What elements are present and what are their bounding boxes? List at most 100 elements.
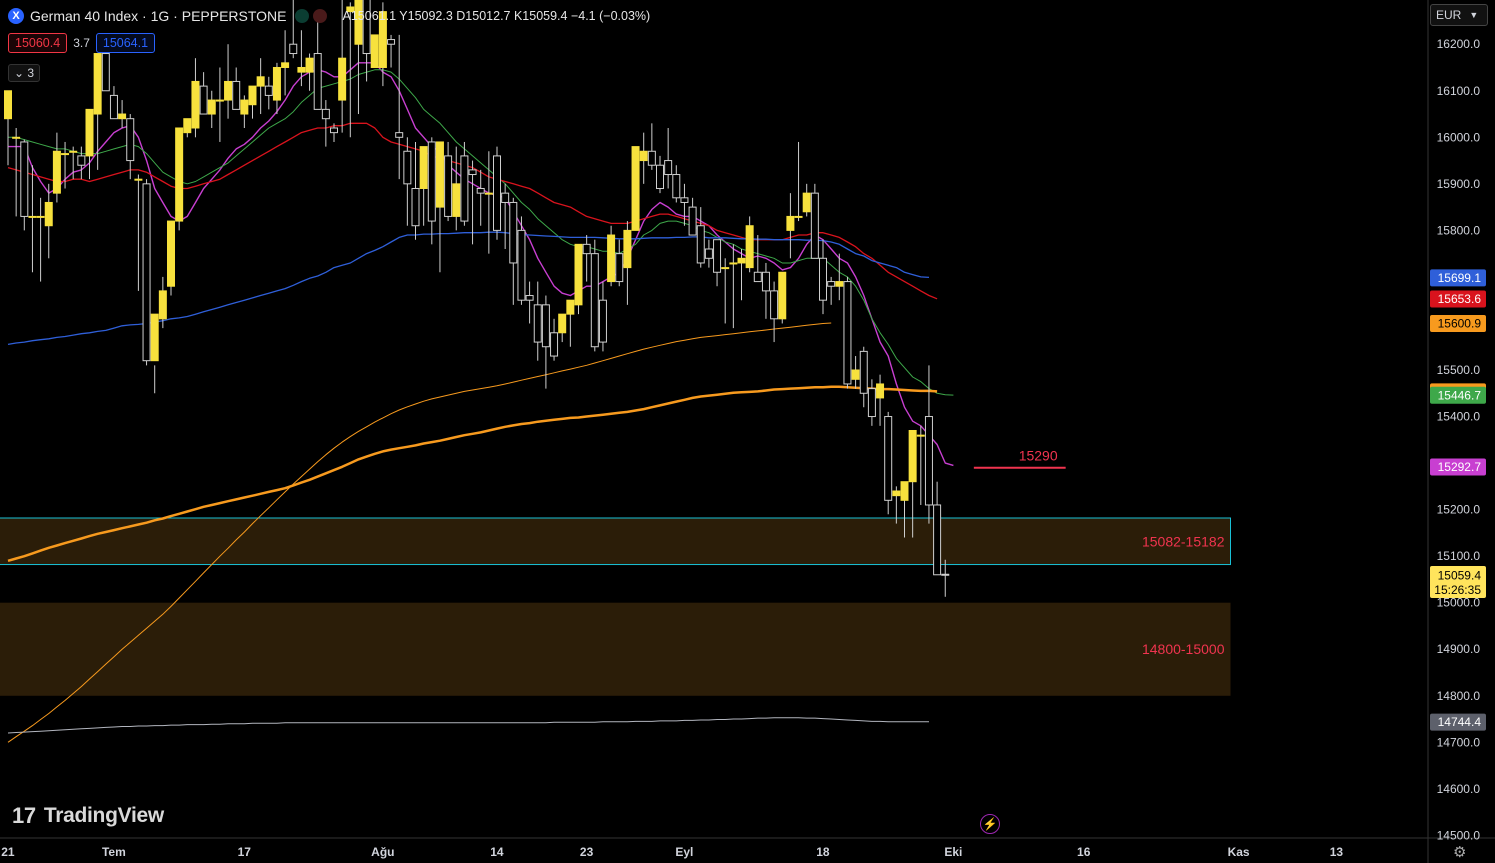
chevron-down-icon: ⌄ xyxy=(14,66,25,80)
price-tag: 15653.6 xyxy=(1438,292,1482,306)
candle-body xyxy=(12,136,21,139)
symbol-title[interactable]: German 40 Index · 1G · PEPPERSTONE xyxy=(30,8,287,24)
price-tag: 15446.7 xyxy=(1438,388,1482,402)
line-ema_orange-5 xyxy=(7,322,832,743)
candle-body xyxy=(859,350,868,394)
candle-body xyxy=(696,225,705,264)
candle-body xyxy=(737,257,746,264)
candle-body xyxy=(93,53,102,115)
buy-price-button[interactable]: 15064.1 xyxy=(95,33,156,53)
currency-value: EUR xyxy=(1436,8,1462,22)
candle-body xyxy=(835,281,844,287)
candle-body xyxy=(4,90,12,120)
y-tick-label: 15900.0 xyxy=(1437,177,1481,191)
candle-body xyxy=(411,187,420,227)
candle-body xyxy=(680,197,689,203)
y-tick-label: 14600.0 xyxy=(1437,782,1481,796)
indicators-count: 3 xyxy=(27,66,35,80)
candle-body xyxy=(419,146,428,189)
candle-body xyxy=(142,183,151,362)
candle-body xyxy=(916,434,925,437)
candle-body xyxy=(876,383,885,399)
candle-body xyxy=(395,132,404,138)
candle-body xyxy=(232,80,241,110)
chart-header: X German 40 Index · 1G · PEPPERSTONE A15… xyxy=(8,5,650,27)
candle-body xyxy=(126,118,135,162)
candle-body xyxy=(460,155,469,222)
candle-body xyxy=(672,174,681,199)
candle-body xyxy=(525,295,534,301)
candle-body xyxy=(354,0,363,45)
candle-body xyxy=(851,369,860,380)
last-price: 15059.4 xyxy=(1438,569,1482,583)
spread-value: 3.7 xyxy=(73,36,90,50)
candle-body xyxy=(704,248,713,259)
candle-body xyxy=(248,85,257,106)
candle-body xyxy=(362,0,371,55)
candle-body xyxy=(493,155,501,231)
x-tick-label: Kas xyxy=(1228,845,1250,859)
candle-body xyxy=(61,153,70,156)
candle-body xyxy=(118,113,127,120)
x-tick-label: 16 xyxy=(1077,845,1091,859)
candle-body xyxy=(484,192,493,195)
tradingview-logo: 17 TradingView xyxy=(12,803,164,829)
candle-body xyxy=(509,201,518,264)
candle-body xyxy=(476,187,485,194)
alert-status-icon xyxy=(312,9,327,23)
bar-countdown: 15:26:35 xyxy=(1434,583,1481,597)
candle-body xyxy=(908,430,917,483)
price-tag-bg xyxy=(1430,458,1486,476)
candle-body xyxy=(101,53,110,92)
candle-body xyxy=(819,257,827,301)
candle-body xyxy=(541,304,550,348)
y-tick-label: 16100.0 xyxy=(1437,84,1481,98)
candle-body xyxy=(745,225,754,269)
candle-body xyxy=(338,57,347,101)
tradingview-mark-icon: 17 xyxy=(12,803,36,828)
candle-body xyxy=(639,150,648,162)
candle-body xyxy=(900,481,909,501)
candle-body xyxy=(631,146,640,231)
price-tag-bg xyxy=(1430,315,1486,333)
market-status-icon xyxy=(294,9,309,23)
candle-body xyxy=(167,220,175,287)
candle-body xyxy=(191,80,200,129)
price-tag: 14744.4 xyxy=(1438,715,1482,729)
candle-body xyxy=(924,416,933,506)
candle-body xyxy=(370,34,379,68)
y-tick-label: 14800.0 xyxy=(1437,689,1481,703)
candle-body xyxy=(810,192,819,259)
sell-price-button[interactable]: 15060.4 xyxy=(8,33,68,53)
candle-body xyxy=(598,299,607,343)
candle-body xyxy=(753,271,762,283)
candle-body xyxy=(28,215,37,218)
lightning-icon[interactable]: ⚡ xyxy=(980,814,1000,834)
indicators-toggle-button[interactable]: ⌄ 3 xyxy=(8,64,41,82)
y-tick-label: 14500.0 xyxy=(1437,828,1481,842)
candle-body xyxy=(558,313,567,334)
candle-body xyxy=(607,234,616,283)
candle-body xyxy=(403,150,412,185)
candle-body xyxy=(52,150,61,194)
candle-body xyxy=(297,66,306,73)
price-tag: 15600.9 xyxy=(1438,317,1482,331)
chevron-down-icon: ▼ xyxy=(1469,10,1479,20)
candle-body xyxy=(533,304,542,343)
candle-body xyxy=(688,206,697,236)
x-tick-label: 21 xyxy=(1,845,15,859)
currency-select[interactable]: EUR ▼ xyxy=(1430,4,1488,26)
candle-body xyxy=(884,416,893,501)
candle-body xyxy=(44,201,53,227)
gear-icon[interactable]: ⚙ xyxy=(1453,844,1467,861)
x-tick-label: Tem xyxy=(102,845,126,859)
candle-body xyxy=(175,127,184,222)
candle-body xyxy=(770,290,779,320)
candle-body xyxy=(305,57,314,73)
candle-body xyxy=(387,39,396,45)
candle-body xyxy=(199,85,208,115)
candle-body xyxy=(729,262,738,265)
candle-body xyxy=(892,490,901,497)
candle-body xyxy=(713,239,722,273)
